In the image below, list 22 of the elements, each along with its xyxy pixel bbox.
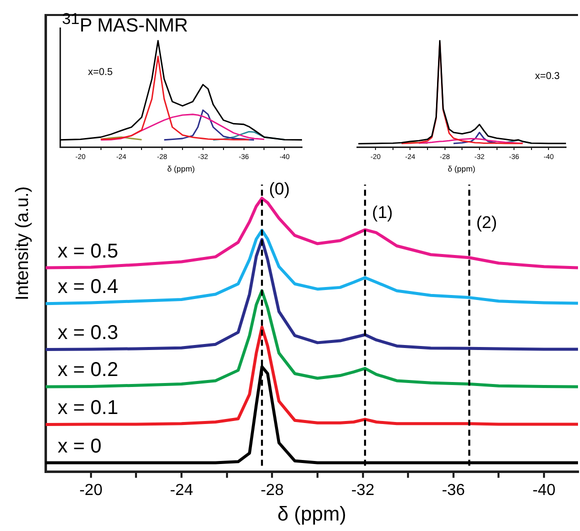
x-axis-title: δ (ppm) bbox=[277, 504, 346, 526]
annotation: (0) bbox=[268, 180, 290, 199]
annotation: x=0.5 bbox=[88, 67, 113, 78]
annotation: (2) bbox=[476, 213, 498, 232]
series-label: x = 0.3 bbox=[58, 322, 118, 344]
x-axis-title: δ (ppm) bbox=[167, 164, 196, 174]
text: $^{31}$P MAS-NMR bbox=[62, 11, 188, 36]
series-label: x = 0.2 bbox=[58, 359, 118, 382]
x-tick-label: -32 bbox=[351, 482, 374, 499]
x-tick-label: -24 bbox=[170, 482, 194, 499]
x-axis-title: δ (ppm) bbox=[448, 164, 476, 174]
x-tick-label: -36 bbox=[442, 482, 466, 499]
x-tick-label: -28 bbox=[260, 482, 284, 499]
annotation: (1) bbox=[372, 203, 393, 222]
annotation: x=0.3 bbox=[535, 71, 560, 82]
series-label: x = 0.1 bbox=[58, 396, 118, 419]
x-tick-label: -20 bbox=[79, 482, 103, 499]
series-label: x = 0.5 bbox=[58, 240, 118, 262]
x-tick-label: -40 bbox=[532, 482, 556, 499]
series-label: x = 0 bbox=[58, 435, 102, 458]
series-label: x = 0.4 bbox=[58, 276, 118, 298]
y-axis-title: Intensity (a.u.) bbox=[12, 186, 32, 300]
